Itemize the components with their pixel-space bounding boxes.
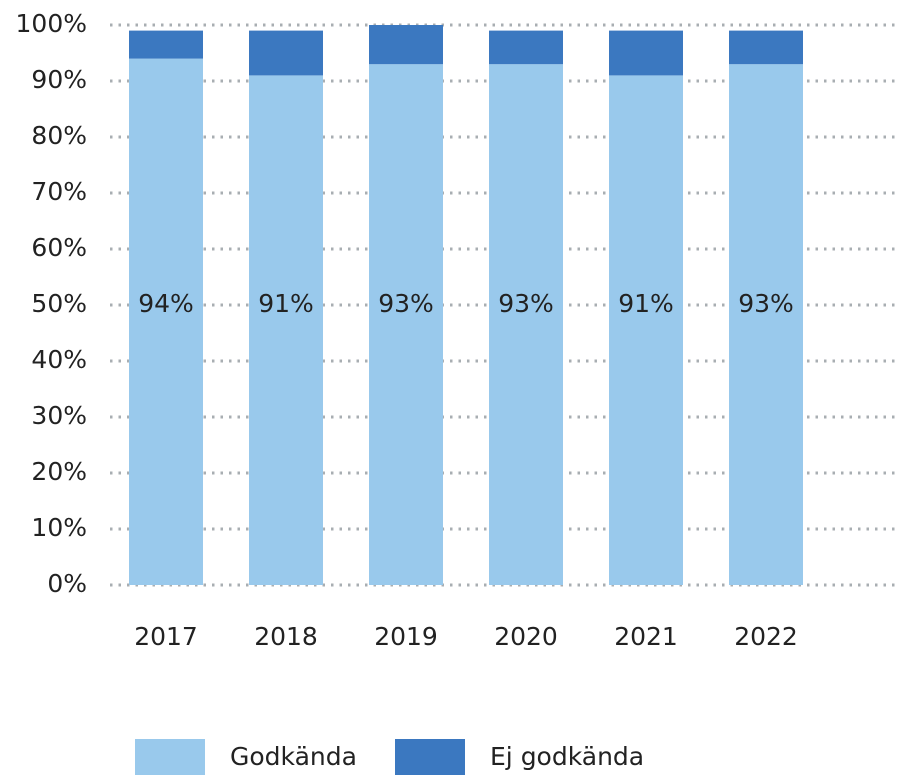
- legend-label: Ej godkända: [490, 742, 644, 771]
- x-tick-label: 2022: [734, 622, 798, 651]
- data-label: 91%: [258, 289, 314, 318]
- bar-segment: [729, 30, 803, 65]
- data-label: 91%: [618, 289, 674, 318]
- y-tick-label: 80%: [31, 121, 87, 150]
- y-tick-label: 40%: [31, 345, 87, 374]
- x-tick-label: 2019: [374, 622, 438, 651]
- x-tick-label: 2018: [254, 622, 318, 651]
- legend-swatch: [395, 739, 465, 775]
- bar-segment: [489, 64, 563, 585]
- x-tick-label: 2020: [494, 622, 558, 651]
- bar-segment: [609, 30, 683, 76]
- y-tick-label: 90%: [31, 65, 87, 94]
- bar-segment: [609, 75, 683, 586]
- bar-segment: [489, 30, 563, 65]
- y-tick-label: 60%: [31, 233, 87, 262]
- bar-segment: [729, 64, 803, 585]
- bar-segment: [129, 58, 203, 586]
- y-tick-label: 50%: [31, 289, 87, 318]
- y-tick-label: 10%: [31, 513, 87, 542]
- data-label: 93%: [378, 289, 434, 318]
- y-tick-label: 70%: [31, 177, 87, 206]
- y-tick-label: 100%: [16, 9, 87, 38]
- legend-swatch: [135, 739, 205, 775]
- bar-segment: [129, 30, 203, 59]
- bar-segment: [369, 64, 443, 585]
- y-tick-label: 20%: [31, 457, 87, 486]
- legend-label: Godkända: [230, 742, 357, 771]
- y-tick-label: 0%: [47, 569, 87, 598]
- y-tick-label: 30%: [31, 401, 87, 430]
- bar-segment: [369, 25, 443, 65]
- x-tick-label: 2021: [614, 622, 678, 651]
- x-tick-label: 2017: [134, 622, 198, 651]
- data-label: 93%: [738, 289, 794, 318]
- bar-segment: [249, 30, 323, 76]
- data-label: 93%: [498, 289, 554, 318]
- bar-segment: [249, 75, 323, 586]
- data-label: 94%: [138, 289, 194, 318]
